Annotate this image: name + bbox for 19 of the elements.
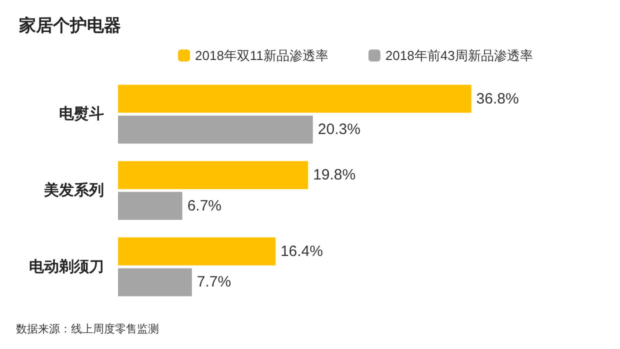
bar — [118, 268, 192, 296]
y-tick-label: 电动剃须刀 — [29, 258, 104, 276]
data-label: 20.3% — [318, 121, 360, 138]
legend-label: 2018年双11新品渗透率 — [195, 48, 328, 63]
y-tick-label: 美发系列 — [43, 181, 104, 199]
bar — [118, 192, 182, 220]
legend-label: 2018年前43周新品渗透率 — [385, 48, 533, 63]
data-label: 6.7% — [187, 197, 222, 214]
bar — [118, 161, 308, 190]
source-note: 数据来源：线上周度零售监测 — [16, 322, 159, 336]
data-label: 36.8% — [476, 90, 519, 108]
chart-title: 家居个护电器 — [18, 16, 121, 35]
data-label: 19.8% — [313, 166, 356, 184]
bar — [118, 237, 276, 266]
data-label: 7.7% — [196, 274, 232, 291]
y-tick-label: 电熨斗 — [59, 106, 104, 123]
bar — [118, 84, 472, 113]
bar — [118, 116, 313, 144]
data-label: 16.4% — [280, 242, 323, 260]
